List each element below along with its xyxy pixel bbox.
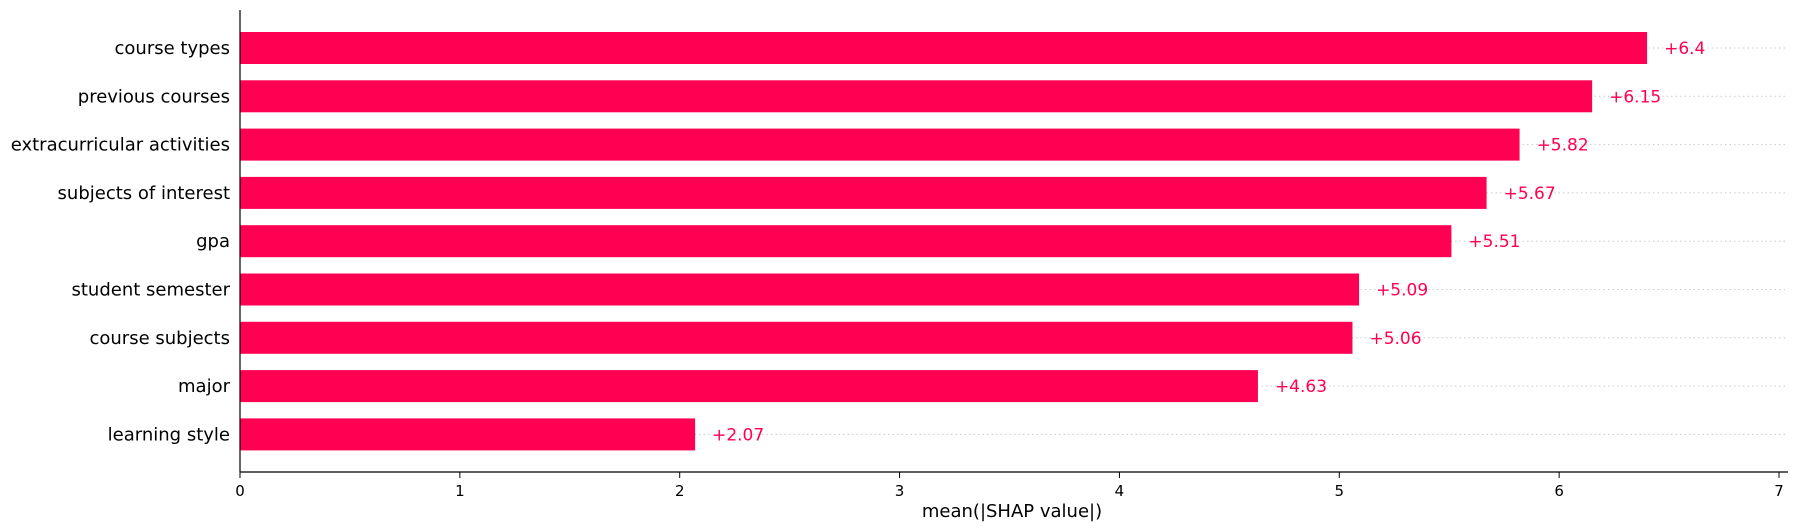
- category-label: subjects of interest: [58, 183, 230, 204]
- value-label: +4.63: [1275, 377, 1327, 397]
- category-label: major: [178, 376, 231, 397]
- bar-previous-courses: [240, 80, 1593, 113]
- x-tick-label: 6: [1554, 482, 1564, 500]
- value-labels: +6.4 +6.15 +5.82 +5.67 +5.51 +5.09 +5.06 +4.63 +…: [712, 39, 1705, 445]
- x-tick-label: 7: [1774, 482, 1784, 500]
- bar-gpa: [240, 225, 1452, 258]
- value-label: +2.07: [712, 425, 764, 445]
- category-labels: course types previous courses extracurricu…: [11, 38, 231, 445]
- x-tick-label: 5: [1335, 482, 1345, 500]
- value-label: +6.4: [1664, 39, 1705, 59]
- bar-student-semester: [240, 273, 1360, 306]
- category-label: course subjects: [89, 328, 230, 349]
- x-tick-label: 2: [675, 482, 685, 500]
- x-tick-label: 4: [1115, 482, 1125, 500]
- category-label: previous courses: [78, 86, 230, 107]
- bars: [240, 32, 1648, 451]
- category-label: learning style: [108, 424, 230, 445]
- x-axis-title: mean(|SHAP value|): [922, 501, 1102, 522]
- category-label: extracurricular activities: [11, 135, 230, 156]
- x-tick-label: 3: [895, 482, 905, 500]
- category-label: gpa: [196, 231, 230, 252]
- axes: [239, 10, 1788, 473]
- value-label: +5.06: [1369, 329, 1421, 349]
- value-label: +5.09: [1376, 281, 1428, 301]
- value-label: +5.67: [1504, 184, 1556, 204]
- category-label: student semester: [71, 280, 230, 301]
- bar-subjects-of-interest: [240, 176, 1487, 209]
- bar-major: [240, 370, 1258, 403]
- x-ticks: 0 1 2 3 4 5 6 7: [235, 472, 1784, 500]
- bar-extracurricular-activities: [240, 128, 1520, 161]
- value-label: +5.51: [1468, 232, 1520, 252]
- value-label: +5.82: [1537, 136, 1589, 156]
- x-tick-label: 1: [455, 482, 465, 500]
- category-label: course types: [115, 38, 230, 59]
- value-label: +6.15: [1609, 87, 1661, 107]
- bar-course-types: [240, 32, 1648, 64]
- x-tick-label: 0: [235, 482, 245, 500]
- bar-course-subjects: [240, 321, 1353, 354]
- bar-learning-style: [240, 418, 696, 451]
